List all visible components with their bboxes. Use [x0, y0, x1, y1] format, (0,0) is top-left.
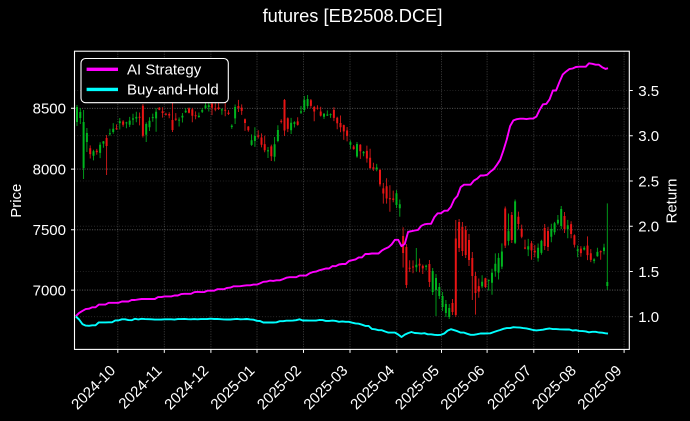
svg-text:AI Strategy: AI Strategy: [127, 62, 202, 79]
svg-text:3.5: 3.5: [638, 83, 659, 100]
svg-text:1.0: 1.0: [638, 309, 659, 326]
svg-text:2.5: 2.5: [638, 173, 659, 190]
svg-text:7000: 7000: [33, 283, 66, 300]
svg-text:8500: 8500: [33, 101, 66, 118]
svg-text:1.5: 1.5: [638, 264, 659, 281]
svg-text:8000: 8000: [33, 162, 66, 179]
svg-text:Price: Price: [8, 184, 25, 218]
svg-text:Buy-and-Hold: Buy-and-Hold: [127, 82, 219, 99]
svg-text:2.0: 2.0: [638, 219, 659, 236]
svg-text:3.0: 3.0: [638, 128, 659, 145]
svg-text:Return: Return: [664, 178, 681, 223]
svg-text:7500: 7500: [33, 222, 66, 239]
svg-text:futures [EB2508.DCE]: futures [EB2508.DCE]: [263, 5, 443, 26]
